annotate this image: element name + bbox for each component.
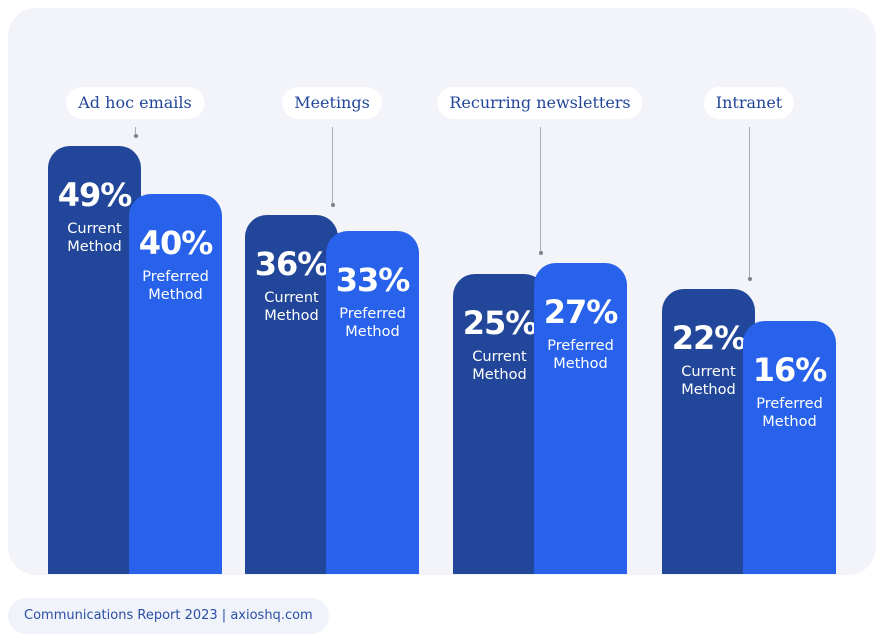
connector-dot (538, 250, 543, 255)
data-label: 27% (543, 292, 619, 331)
connector-dot (747, 277, 752, 282)
series-label: Preferred Method (547, 337, 614, 372)
data-label: 40% (138, 224, 214, 262)
bar-preferred: 33% Preferred Method (326, 231, 419, 574)
data-label: 36% (254, 245, 330, 284)
category-label: Intranet (703, 87, 795, 119)
category-label: Meetings (282, 87, 382, 119)
data-label: 49% (57, 176, 133, 215)
bar-current: 36% Current Method (245, 215, 338, 574)
connector-line (135, 127, 136, 135)
series-label: Current Method (681, 364, 736, 399)
bar-current: 49% Current Method (48, 146, 141, 574)
connector-dot (330, 203, 335, 208)
bar-preferred: 27% Preferred Method (534, 262, 627, 574)
series-label: Preferred Method (756, 396, 823, 431)
data-label: 25% (462, 303, 538, 342)
series-label: Current Method (472, 348, 527, 383)
connector-line (332, 127, 333, 204)
bar-current: 22% Current Method (662, 289, 755, 574)
footer-source: Communications Report 2023 | axioshq.com (8, 598, 329, 634)
series-label: Current Method (67, 221, 122, 256)
series-label: Preferred Method (142, 269, 209, 303)
category-label: Ad hoc emails (66, 87, 204, 119)
bar-current: 25% Current Method (453, 273, 546, 574)
connector-line (749, 127, 750, 278)
connector-dot (133, 134, 138, 139)
bar-preferred: 40% Preferred Method (129, 194, 222, 574)
series-label: Current Method (264, 290, 319, 325)
data-label: 33% (335, 261, 411, 300)
data-label: 16% (752, 351, 828, 390)
bar-preferred: 16% Preferred Method (743, 321, 836, 574)
connector-line (540, 127, 541, 251)
data-label: 22% (671, 319, 747, 358)
series-label: Preferred Method (339, 306, 406, 341)
category-label: Recurring newsletters (437, 87, 643, 119)
